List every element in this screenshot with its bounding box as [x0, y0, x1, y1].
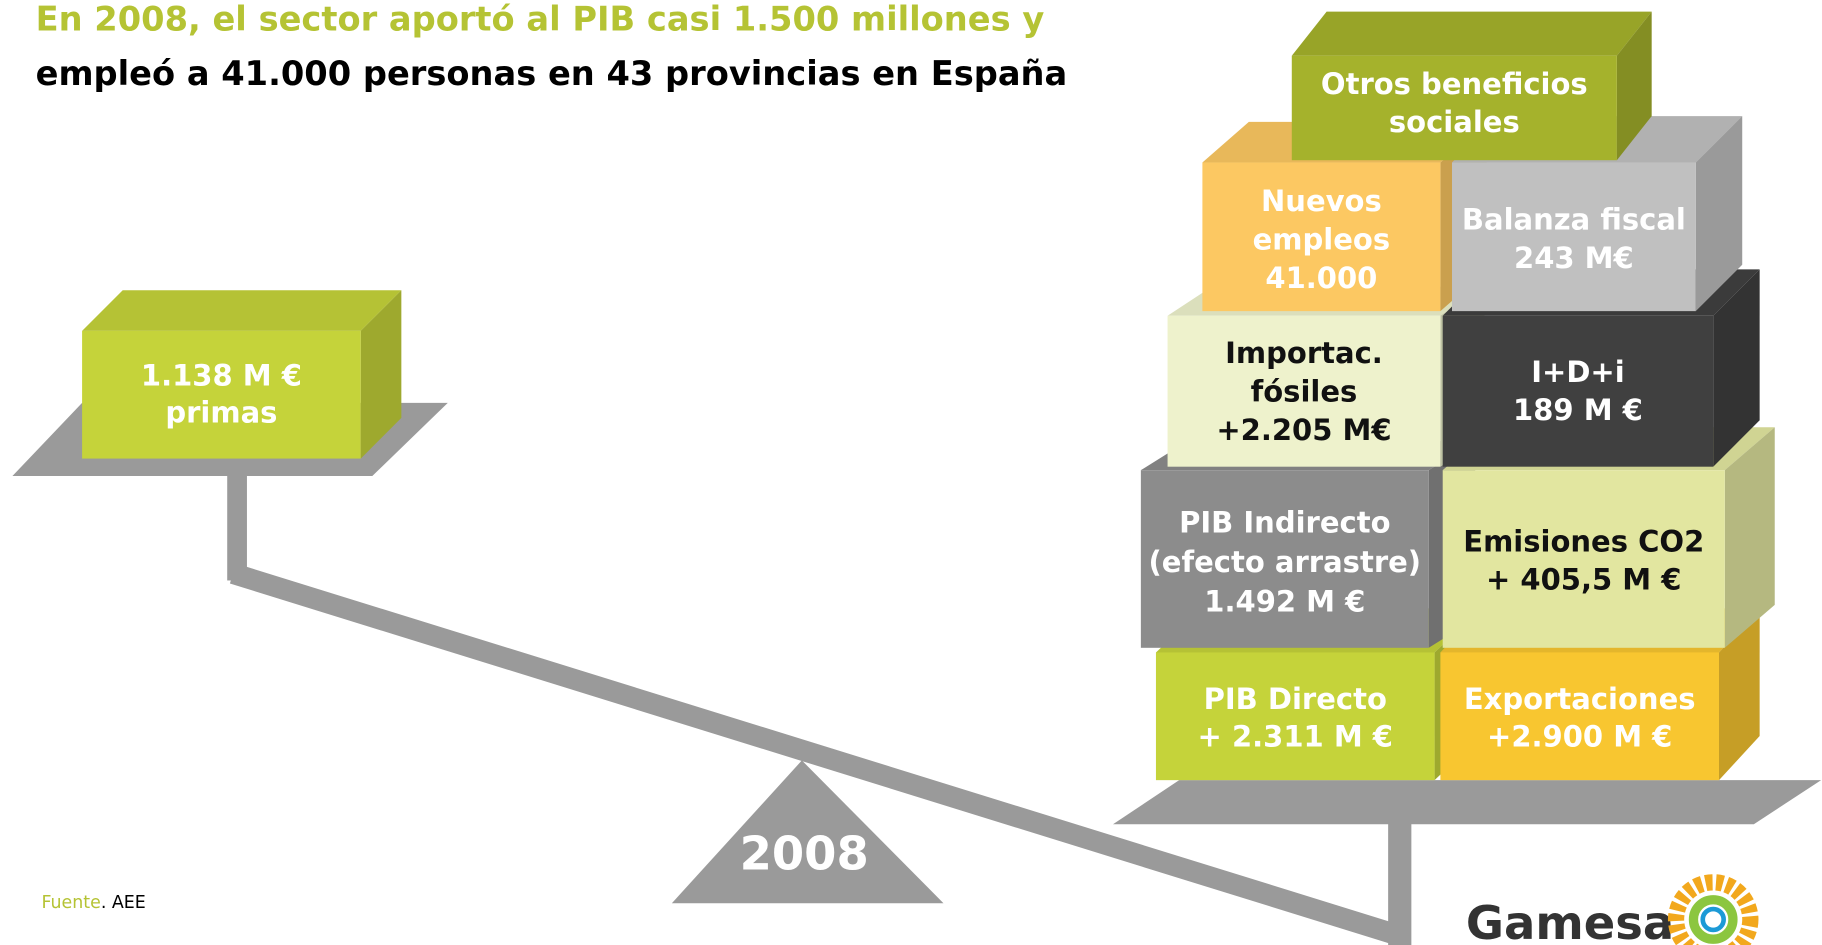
block-label: + 405,5 M €: [1486, 563, 1681, 597]
block-label: Emisiones CO2: [1463, 524, 1704, 558]
logo-text: Gamesa: [1466, 896, 1674, 945]
block-label: 1.492 M €: [1204, 585, 1365, 619]
block-label: +2.900 M €: [1487, 719, 1672, 753]
block-label: 41.000: [1265, 261, 1377, 295]
block-front: [1156, 652, 1435, 780]
block-label: empleos: [1253, 222, 1391, 256]
block-label: primas: [165, 395, 277, 429]
block-label: Exportaciones: [1464, 682, 1696, 716]
scale-stand: [1388, 818, 1411, 945]
year-label: 2008: [740, 826, 869, 880]
block-label: I+D+i: [1531, 355, 1624, 389]
source-text: . AEE: [101, 893, 146, 913]
source: Fuente. AEE: [41, 893, 145, 913]
block-front: [1440, 652, 1719, 780]
scale-plate: [1113, 780, 1821, 824]
block-label: (efecto arrastre): [1149, 545, 1422, 579]
block-label: PIB Directo: [1204, 682, 1387, 716]
blocks: 1.138 M €primas PIB Directo+ 2.311 M € Exp…: [82, 12, 1775, 781]
block-label: +2.205 M€: [1216, 413, 1391, 447]
block-label: Otros beneficios: [1321, 67, 1588, 101]
block-label: fósiles: [1251, 375, 1358, 409]
block-front: [1452, 163, 1696, 312]
title-line: En 2008, el sector aportó al PIB casi 1.…: [36, 0, 1045, 38]
block-top: [1292, 12, 1652, 56]
source-label: Fuente: [41, 893, 100, 913]
block-label: PIB Indirecto: [1179, 506, 1390, 540]
block-front: [1443, 470, 1725, 648]
block-label: Nuevos: [1261, 184, 1382, 218]
block-label: 1.138 M €: [141, 358, 302, 392]
infographic: En 2008, el sector aportó al PIB casi 1.…: [0, 0, 1822, 945]
block-label: + 2.311 M €: [1198, 719, 1393, 753]
block-front: [1443, 316, 1713, 467]
block-label: Importac.: [1225, 336, 1383, 370]
block-label: 189 M €: [1513, 393, 1643, 427]
block-top: [82, 290, 401, 331]
block-label: sociales: [1389, 105, 1520, 139]
title-line: empleó a 41.000 personas en 43 provincia…: [36, 54, 1068, 93]
logo-mark: [1676, 882, 1750, 945]
block-label: 243 M€: [1514, 241, 1634, 275]
block-label: Balanza fiscal: [1462, 203, 1686, 237]
